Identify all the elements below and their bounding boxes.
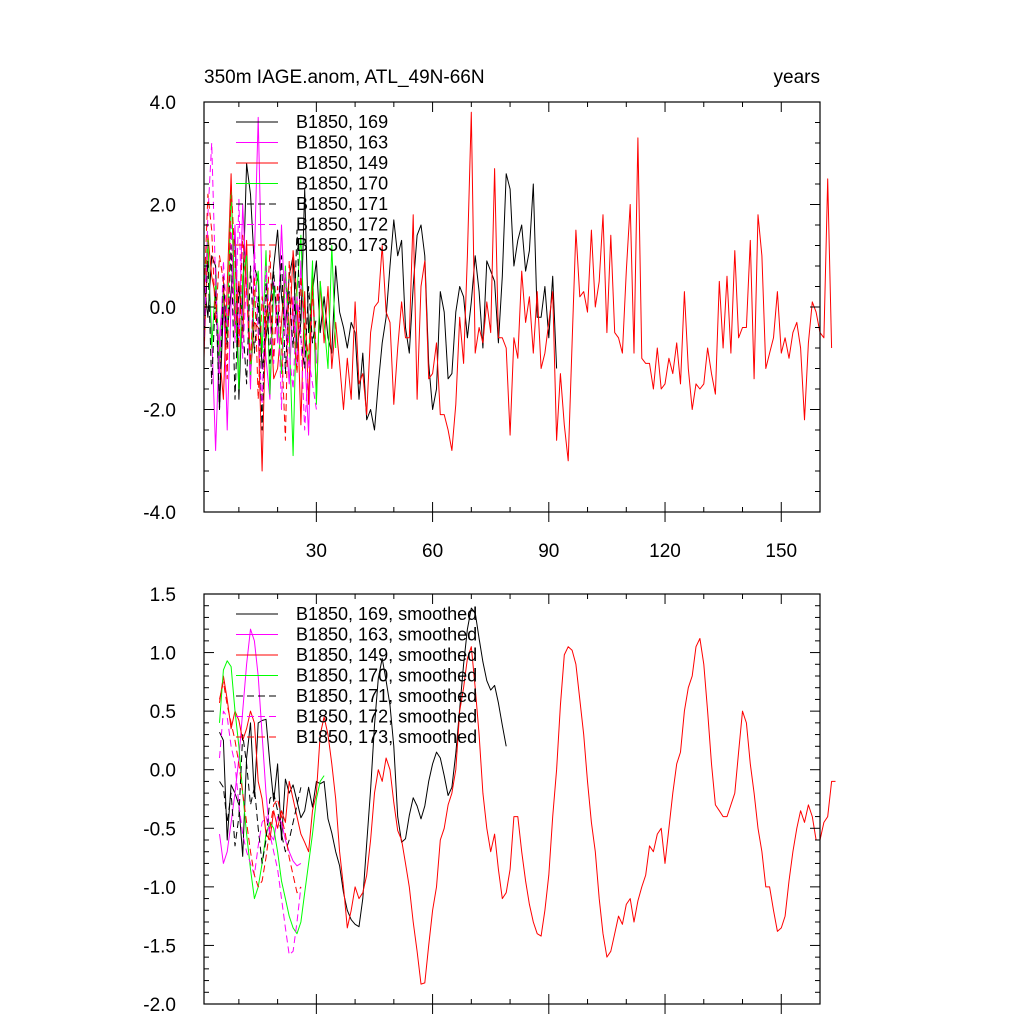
x-tick-label: 120 bbox=[649, 541, 681, 562]
legend-label: B1850, 170 bbox=[296, 174, 388, 194]
legend-label: B1850, 172, smoothed bbox=[296, 707, 477, 727]
series-line-7 bbox=[219, 681, 302, 894]
y-tick-label: 0.5 bbox=[150, 702, 176, 723]
chart-2: -2.0 -1.5 -1.0 -0.5 0.0 0.5 1.0 1.5 B1850, 169, … bbox=[143, 585, 836, 1016]
series-line-1 bbox=[203, 163, 558, 431]
legend-label: B1850, 163 bbox=[296, 133, 388, 153]
series-line-4 bbox=[219, 660, 325, 935]
legend-label: B1850, 173, smoothed bbox=[296, 727, 477, 747]
x-tick-label: 60 bbox=[422, 541, 443, 562]
legend-label: B1850, 169, smoothed bbox=[296, 604, 477, 624]
y-tick-label: 1.0 bbox=[150, 644, 176, 665]
y-tick-label: 2.0 bbox=[150, 196, 176, 217]
y-tick-label: -2.0 bbox=[143, 401, 176, 422]
series-line-7 bbox=[203, 183, 317, 441]
y-tick-label: 0.0 bbox=[150, 298, 176, 319]
x-tick-label: 150 bbox=[765, 541, 797, 562]
series-line-3 bbox=[219, 638, 836, 985]
y-tick-label: -1.5 bbox=[143, 936, 176, 957]
legend-label: B1850, 169 bbox=[296, 112, 388, 132]
legend-label: B1850, 149 bbox=[296, 153, 388, 173]
series-line-2 bbox=[219, 628, 302, 867]
y-tick-label: -0.5 bbox=[143, 819, 176, 840]
legend-label: B1850, 149, smoothed bbox=[296, 645, 477, 665]
legend-label: B1850, 171, smoothed bbox=[296, 686, 477, 706]
series-line-5 bbox=[219, 734, 302, 864]
series-line-3 bbox=[203, 111, 833, 472]
series-line-6 bbox=[219, 710, 302, 956]
top-chart-subtitle-right: years bbox=[774, 67, 820, 88]
x-tick-label: 30 bbox=[306, 541, 327, 562]
legend-label: B1850, 163, smoothed bbox=[296, 625, 477, 645]
y-tick-label: 4.0 bbox=[150, 93, 176, 114]
legend-label: B1850, 170, smoothed bbox=[296, 666, 477, 686]
y-tick-label: 1.5 bbox=[150, 585, 176, 606]
y-tick-label: -1.0 bbox=[143, 878, 176, 899]
legend-label: B1850, 171 bbox=[296, 194, 388, 214]
y-tick-label: -4.0 bbox=[143, 503, 176, 524]
legend-label: B1850, 172 bbox=[296, 215, 388, 235]
x-tick-label: 90 bbox=[538, 541, 559, 562]
top-chart-title: 350m IAGE.anom, ATL_49N-66N bbox=[204, 67, 485, 88]
y-tick-label: 0.0 bbox=[150, 761, 176, 782]
legend-label: B1850, 173 bbox=[296, 235, 388, 255]
plot-frame bbox=[203, 593, 821, 1005]
y-tick-label: -2.0 bbox=[143, 995, 176, 1016]
